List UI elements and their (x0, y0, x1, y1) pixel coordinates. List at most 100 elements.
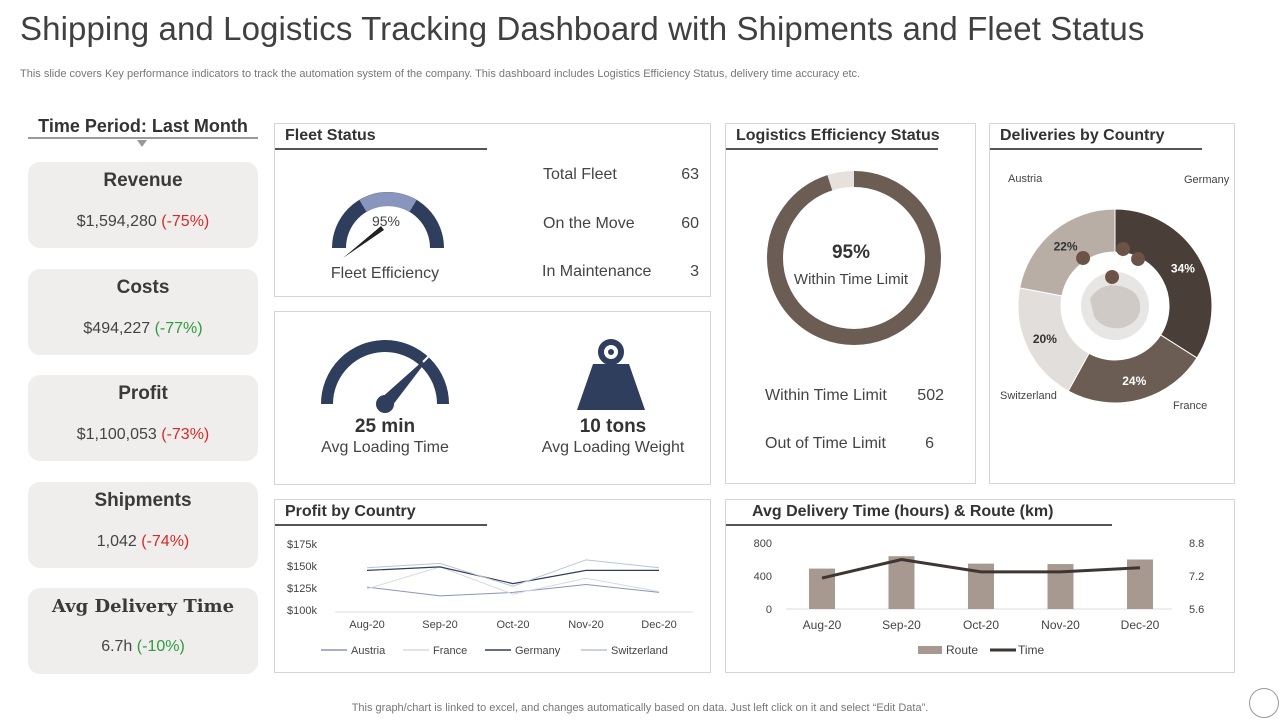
y-right-tick-label: 8.8 (1189, 538, 1204, 550)
fleet-efficiency-gauge: 95% (332, 192, 444, 258)
fleet-row-value: 60 (681, 215, 699, 232)
corner-circle (1249, 688, 1279, 718)
panel-title: Profit by Country (285, 503, 416, 520)
efficiency-donut (767, 171, 941, 345)
kpi-name: Profit (118, 383, 168, 404)
fleet-row-label: On the Move (543, 215, 635, 232)
x-tick-label: Sep-20 (422, 619, 457, 631)
y-tick-label: $150k (287, 561, 317, 573)
pie-slice-austria (1019, 208, 1116, 297)
panel-title: Avg Delivery Time (hours) & Route (km) (752, 503, 1054, 520)
panel-title: Logistics Efficiency Status (736, 127, 940, 144)
x-tick-label: Nov-20 (1041, 618, 1080, 632)
footer-note: This graph/chart is linked to excel, and… (351, 702, 929, 714)
kpi-card-avg-delivery-time: Avg Delivery Time 6.7h (-10%) (28, 588, 258, 674)
kpi-value: $1,594,280 (76, 213, 157, 230)
x-tick-label: Aug-20 (349, 619, 384, 631)
legend-swatch (918, 646, 942, 654)
page-title: Shipping and Logistics Tracking Dashboar… (20, 10, 1145, 47)
series-line-switzerland (366, 559, 660, 587)
x-tick-label: Dec-20 (1121, 618, 1160, 632)
panel-title-underline (275, 524, 487, 526)
x-tick-label: Oct-20 (963, 618, 999, 632)
fleet-status-panel: Fleet Status 95% Fleet Efficiency Total … (274, 123, 711, 297)
deliveries-pie-chart: 34% 24% 20% 22% Austria Germany Switzerland… (1000, 173, 1230, 412)
pie-slice-france (1067, 334, 1198, 404)
y-right-tick-label: 5.6 (1189, 604, 1204, 616)
time-period-label[interactable]: Time Period: Last Month (38, 116, 248, 136)
loading-time-value: 25 min (354, 416, 416, 437)
series-line-austria (366, 583, 660, 597)
pie-slice-label: 20% (1033, 332, 1057, 346)
y-left-tick-label: 800 (754, 538, 772, 550)
donut-label: Within Time Limit (793, 271, 909, 288)
kpi-card-costs: Costs $494,227 (-77%) (28, 269, 258, 355)
panel-title-underline (990, 148, 1202, 150)
fleet-row-value: 63 (681, 166, 699, 183)
legend-label: Route (946, 643, 978, 657)
gauge-needle (343, 226, 384, 258)
legend-label: Germany (515, 645, 561, 657)
x-tick-label: Oct-20 (496, 619, 529, 631)
fleet-row-label: Total Fleet (543, 166, 617, 183)
route-bar (888, 556, 915, 609)
kpi-value: 1,042 (96, 533, 137, 550)
kpi-change: (-75%) (161, 213, 210, 230)
time-period-underline (28, 137, 258, 139)
panel-title-underline (726, 148, 938, 150)
legend-label: France (433, 645, 467, 657)
fleet-row-value: 3 (690, 263, 699, 280)
legend-label: Switzerland (611, 645, 668, 657)
donut-value-ring (767, 171, 941, 345)
y-tick-label: $175k (287, 539, 317, 551)
pie-legend-label: Austria (1008, 173, 1043, 185)
delivery-time-route-panel: Avg Delivery Time (hours) & Route (km) 8… (725, 499, 1235, 673)
kpi-name: Shipments (94, 490, 192, 511)
kpi-name: Revenue (103, 170, 183, 191)
loading-time-label: Avg Loading Time (321, 439, 449, 456)
profit-by-country-panel: Profit by Country $175k $150k $125k $100k Au… (274, 499, 711, 673)
panel-title-underline (275, 148, 487, 150)
profit-line-chart: $175k $150k $125k $100k Aug-20 Sep-20 Oct-20 No… (287, 539, 693, 657)
kpi-name: Avg Delivery Time (51, 596, 235, 617)
time-line (821, 557, 1141, 580)
y-tick-label: $100k (287, 605, 317, 617)
fleet-row-label: In Maintenance (542, 263, 652, 280)
kpi-value: $494,227 (83, 320, 151, 337)
pie-slice-label: 22% (1054, 239, 1078, 253)
panel-title-underline (726, 524, 1112, 526)
kpi-card-revenue: Revenue $1,594,280 (-75%) (28, 162, 258, 248)
kpi-change: (-10%) (136, 638, 185, 655)
kpi-value: $1,100,053 (76, 426, 157, 443)
kpi-value: 6.7h (101, 638, 133, 655)
pie-legend-label: France (1173, 400, 1207, 412)
x-tick-label: Dec-20 (641, 619, 676, 631)
dropdown-arrow-icon[interactable] (137, 140, 147, 147)
panel-title: Deliveries by Country (1000, 127, 1165, 144)
location-pin-icon (1076, 242, 1146, 295)
kpi-change: (-73%) (161, 426, 210, 443)
pie-slice-germany (1114, 208, 1213, 359)
loading-panel: 25 min Avg Loading Time 10 tons Avg Load… (274, 311, 711, 485)
y-left-tick-label: 400 (754, 571, 772, 583)
gauge-highlight (359, 192, 417, 213)
kpi-card-profit: Profit $1,100,053 (-73%) (28, 375, 258, 461)
kpi-change: (-77%) (154, 320, 203, 337)
pie-slice-label: 34% (1171, 262, 1195, 276)
speedometer-icon (321, 340, 449, 413)
panel-title: Fleet Status (285, 127, 376, 144)
pie-slice-label: 24% (1122, 374, 1146, 388)
delivery-combo-chart: 800 400 0 8.8 7.2 5.6 Aug-20 Sep-20 Oct-20 Nov-20… (754, 538, 1205, 657)
map-icon (1090, 285, 1141, 329)
x-tick-label: Aug-20 (803, 618, 842, 632)
y-left-tick-label: 0 (766, 604, 772, 616)
logistics-row-value: 6 (925, 435, 934, 452)
loading-weight-label: Avg Loading Weight (541, 439, 685, 456)
gauge-value: 95% (372, 213, 400, 229)
x-tick-label: Nov-20 (568, 619, 603, 631)
logistics-efficiency-panel: Logistics Efficiency Status 95% Within T… (725, 123, 976, 484)
logistics-row-label: Out of Time Limit (765, 435, 886, 452)
donut-percent: 95% (831, 242, 871, 263)
kpi-name: Costs (116, 277, 170, 298)
loading-weight-value: 10 tons (579, 416, 647, 437)
